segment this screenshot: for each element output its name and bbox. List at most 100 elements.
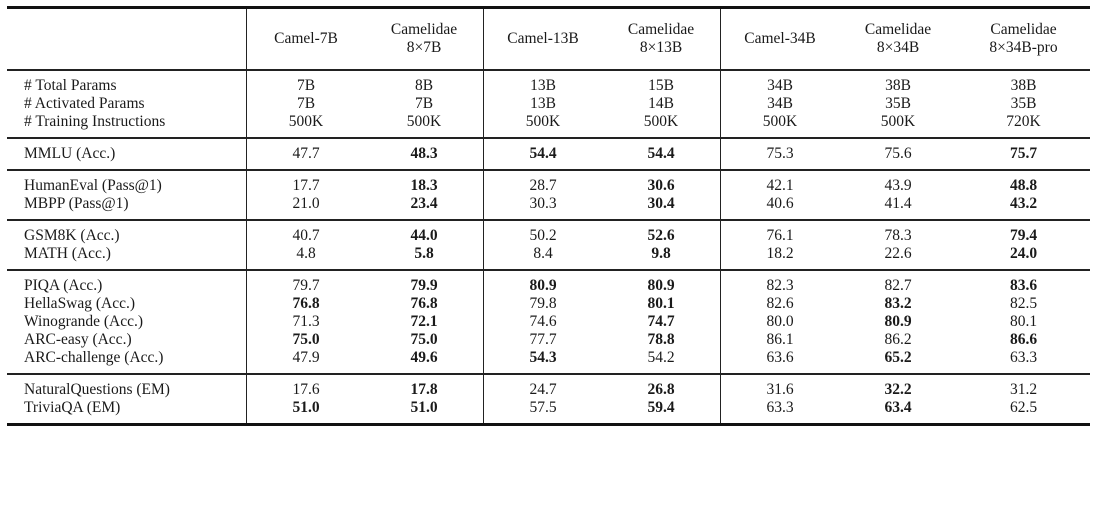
table-cell: 72.1	[365, 313, 484, 331]
column-header: Camelidae 8×34B	[864, 21, 932, 56]
table-cell: 500K	[484, 113, 603, 138]
value: 30.3	[529, 195, 557, 212]
table-cell: 34B	[721, 95, 840, 113]
table-cell: 80.1	[957, 313, 1090, 331]
value: 4.8	[296, 245, 316, 262]
best-value: 75.7	[1009, 145, 1038, 162]
header-corner	[7, 7, 247, 70]
table-cell: 86.2	[839, 331, 957, 349]
best-value: 80.9	[529, 277, 557, 294]
best-value: 59.4	[647, 399, 675, 416]
best-value: 32.2	[884, 381, 912, 398]
table-cell: 54.3	[484, 349, 603, 374]
table-cell: 500K	[721, 113, 840, 138]
table-row: NaturalQuestions (EM) 17.6 17.8 24.7 26.8 31.…	[7, 373, 1090, 399]
table-row: MBPP (Pass@1) 21.0 23.4 30.3 30.4 40.6 41.4 43.…	[7, 195, 1090, 220]
table-cell: 80.9	[602, 269, 721, 295]
value: 78.3	[884, 227, 912, 244]
table-cell: 5.8	[365, 245, 484, 270]
table-row: Winogrande (Acc.) 71.3 72.1 74.6 74.7 80.0 80.…	[7, 313, 1090, 331]
best-value: 80.1	[647, 295, 675, 312]
table-cell: 18.3	[365, 169, 484, 195]
value: 500K	[525, 113, 561, 130]
table-cell: 48.8	[957, 169, 1090, 195]
table-cell: 76.8	[247, 295, 366, 313]
table-cell: 38B	[957, 69, 1090, 95]
table-cell: 77.7	[484, 331, 603, 349]
value: 35B	[885, 95, 911, 112]
table-cell: 63.4	[839, 399, 957, 426]
value: 500K	[406, 113, 442, 130]
best-value: 54.4	[529, 145, 557, 162]
table-row: # Total Params 7B 8B 13B 15B 34B 38B 38B	[7, 69, 1090, 95]
table-cell: 22.6	[839, 245, 957, 270]
table-cell: 75.0	[365, 331, 484, 349]
table-cell: 74.6	[484, 313, 603, 331]
value: 500K	[880, 113, 916, 130]
value: 40.7	[292, 227, 320, 244]
table-cell: 9.8	[602, 245, 721, 270]
table-cell: 82.6	[721, 295, 840, 313]
value: 47.9	[292, 349, 320, 366]
table-cell: 8B	[365, 69, 484, 95]
best-value: 83.6	[1009, 277, 1038, 294]
table-cell: 47.7	[246, 137, 365, 170]
table-cell: 4.8	[247, 245, 366, 270]
value: 41.4	[884, 195, 912, 212]
value: 43.9	[884, 177, 912, 194]
best-value: 26.8	[647, 381, 675, 398]
table-cell: 31.6	[720, 373, 839, 399]
value: 500K	[288, 113, 324, 130]
column-header: Camel-13B	[507, 30, 579, 47]
value: 62.5	[1009, 399, 1038, 416]
row-label: GSM8K (Acc.)	[7, 219, 247, 245]
table-cell: 18.2	[721, 245, 840, 270]
table-cell: 42.1	[720, 169, 839, 195]
value: 54.2	[647, 349, 675, 366]
best-value: 48.8	[1009, 177, 1038, 194]
value: 82.6	[766, 295, 794, 312]
table-cell: 38B	[839, 69, 957, 95]
column-header: Camelidae 8×13B	[602, 7, 721, 70]
table-cell: 54.4	[483, 137, 602, 170]
table-cell: 54.4	[602, 137, 721, 170]
table-cell: 76.8	[365, 295, 484, 313]
best-value: 75.0	[410, 331, 438, 348]
table-cell: 65.2	[839, 349, 957, 374]
best-value: 30.4	[647, 195, 675, 212]
value: 40.6	[766, 195, 794, 212]
table-cell: 74.7	[602, 313, 721, 331]
column-header: Camel-34B	[744, 30, 816, 47]
row-label: TriviaQA (EM)	[7, 399, 247, 426]
table-cell: 51.0	[365, 399, 484, 426]
table-cell: 500K	[839, 113, 957, 138]
table-row: MMLU (Acc.) 47.7 48.3 54.4 54.4 75.3 75.6 75.7	[7, 137, 1090, 170]
best-value: 79.4	[1009, 227, 1038, 244]
value: 74.6	[529, 313, 557, 330]
best-value: 51.0	[292, 399, 320, 416]
row-label: # Total Params	[7, 69, 247, 95]
results-table: Camel-7B Camelidae 8×7B Camel-13B Cameli…	[7, 6, 1090, 426]
value: 75.6	[884, 145, 912, 162]
table-cell: 500K	[365, 113, 484, 138]
row-label: # Activated Params	[7, 95, 247, 113]
table-cell: 83.6	[957, 269, 1090, 295]
value: 7B	[296, 77, 316, 94]
best-value: 83.2	[884, 295, 912, 312]
table-cell: 40.7	[246, 219, 365, 245]
table-cell: 720K	[957, 113, 1090, 138]
value: 63.3	[766, 399, 794, 416]
best-value: 76.8	[292, 295, 320, 312]
value: 38B	[1010, 77, 1037, 94]
best-value: 72.1	[410, 313, 438, 330]
table-cell: 79.9	[365, 269, 484, 295]
value: 8.4	[533, 245, 553, 262]
best-value: 30.6	[647, 177, 675, 194]
value: 82.3	[766, 277, 794, 294]
table-row: ARC-easy (Acc.) 75.0 75.0 77.7 78.8 86.1 86.2 8…	[7, 331, 1090, 349]
best-value: 80.9	[884, 313, 912, 330]
value: 8B	[414, 77, 434, 94]
table-cell: 86.6	[957, 331, 1090, 349]
table-cell: 86.1	[721, 331, 840, 349]
row-label: HumanEval (Pass@1)	[7, 169, 247, 195]
